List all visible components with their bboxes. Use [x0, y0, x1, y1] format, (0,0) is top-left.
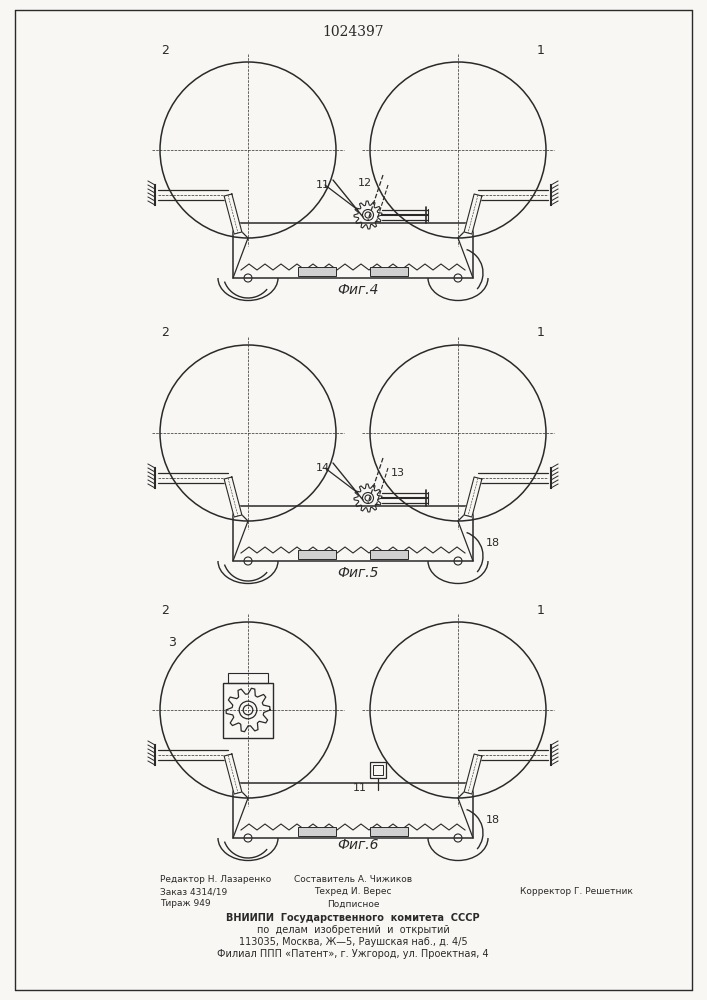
Bar — [298, 550, 336, 559]
Polygon shape — [224, 194, 242, 234]
Text: 2: 2 — [161, 43, 169, 56]
Bar — [298, 267, 336, 276]
Bar — [233, 783, 473, 838]
Text: 1: 1 — [537, 326, 545, 340]
Text: 1024397: 1024397 — [322, 25, 384, 39]
Text: Подписное: Подписное — [327, 900, 379, 908]
Bar — [298, 827, 336, 836]
Bar — [370, 827, 408, 836]
Text: 18: 18 — [486, 815, 500, 825]
Bar — [223, 682, 273, 738]
Text: 1: 1 — [537, 603, 545, 616]
Text: Корректор Г. Решетник: Корректор Г. Решетник — [520, 888, 633, 896]
Polygon shape — [464, 754, 482, 794]
Text: 2: 2 — [161, 326, 169, 340]
Text: 11: 11 — [353, 783, 367, 793]
Text: 18: 18 — [486, 538, 500, 548]
Text: Фиг.4: Фиг.4 — [337, 283, 379, 297]
Bar — [370, 550, 408, 559]
Text: 11: 11 — [316, 180, 330, 190]
Text: Тираж 949: Тираж 949 — [160, 900, 211, 908]
Text: Филиал ППП «Патент», г. Ужгород, ул. Проектная, 4: Филиал ППП «Патент», г. Ужгород, ул. Про… — [217, 949, 489, 959]
Polygon shape — [464, 194, 482, 234]
Text: по  делам  изобретений  и  открытий: по делам изобретений и открытий — [257, 925, 450, 935]
Text: Техред И. Верес: Техред И. Верес — [314, 888, 392, 896]
Text: 12: 12 — [358, 178, 372, 188]
Bar — [233, 506, 473, 561]
Polygon shape — [224, 754, 242, 794]
Bar — [228, 672, 268, 682]
Text: Заказ 4314/19: Заказ 4314/19 — [160, 888, 227, 896]
Text: 2: 2 — [161, 603, 169, 616]
Text: 3: 3 — [168, 636, 176, 648]
Bar — [370, 762, 386, 778]
Polygon shape — [464, 477, 482, 517]
Text: 13: 13 — [391, 468, 405, 478]
Text: Составитель А. Чижиков: Составитель А. Чижиков — [294, 876, 412, 884]
Bar — [373, 765, 383, 775]
Bar — [370, 267, 408, 276]
Text: ВНИИПИ  Государственного  комитета  СССР: ВНИИПИ Государственного комитета СССР — [226, 913, 480, 923]
Polygon shape — [224, 477, 242, 517]
Text: Редактор Н. Лазаренко: Редактор Н. Лазаренко — [160, 876, 271, 884]
Text: 1: 1 — [537, 43, 545, 56]
Bar — [233, 223, 473, 278]
Text: 14: 14 — [316, 463, 330, 473]
Text: Фиг.6: Фиг.6 — [337, 838, 379, 852]
Text: Фиг.5: Фиг.5 — [337, 566, 379, 580]
Text: 113035, Москва, Ж—5, Раушская наб., д. 4/5: 113035, Москва, Ж—5, Раушская наб., д. 4… — [239, 937, 467, 947]
